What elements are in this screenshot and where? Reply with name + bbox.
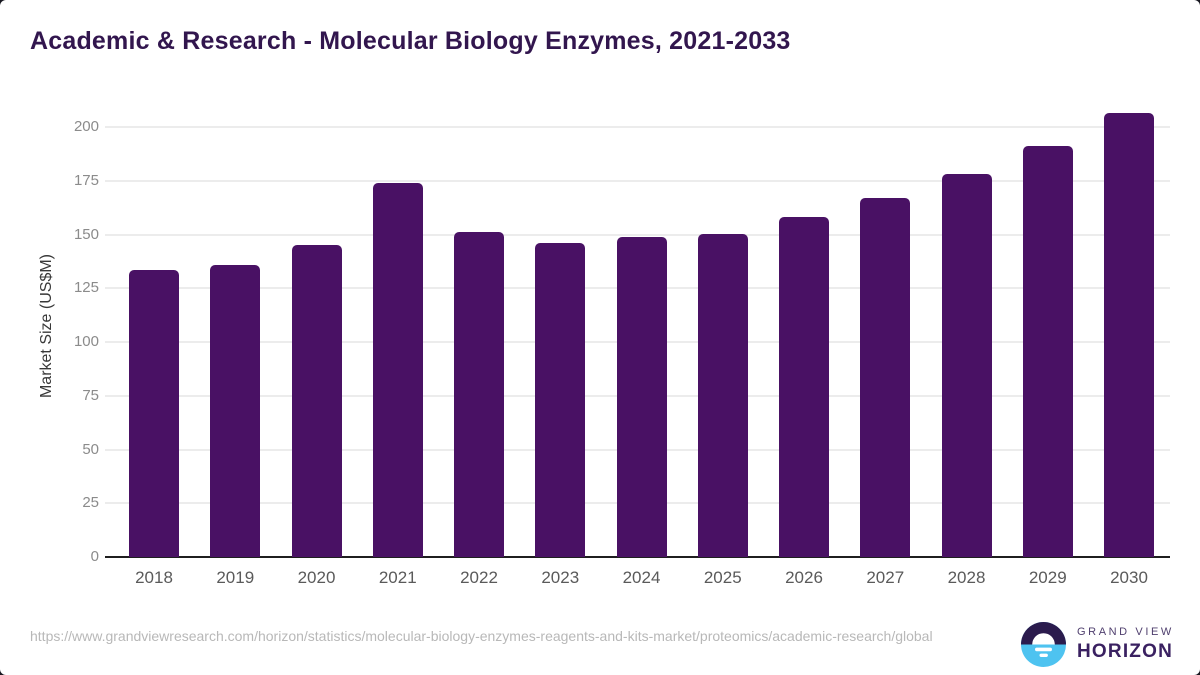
window-corner-notch: [1194, 669, 1200, 675]
bar-2019: [210, 264, 261, 557]
x-tick-label-2021: 2021: [378, 568, 417, 587]
x-tick-label-2024: 2024: [622, 568, 661, 587]
y-tick-label-50: 50: [82, 440, 99, 458]
bar-2029: [1022, 145, 1073, 557]
bar-2030: [1104, 113, 1154, 557]
y-axis-ticks: 0 25 50 75 100 125 150 175 200: [28, 95, 99, 565]
sunrise-horizon-icon: [1021, 622, 1066, 667]
window-corner-notch: [0, 669, 6, 675]
bar-2027: [860, 198, 911, 557]
x-axis-line: [105, 556, 1170, 558]
y-tick-label-150: 150: [73, 225, 99, 243]
bar-2021: [372, 182, 423, 557]
bar-2018: [129, 269, 179, 557]
x-axis-ticks: 2018 2019 2020 2021 2022 2023 2024 2025 2026 2027…: [105, 568, 1170, 592]
y-tick-label-175: 175: [73, 171, 99, 189]
y-tick-label-200: 200: [73, 118, 99, 136]
x-tick-label-2023: 2023: [541, 568, 580, 587]
x-tick-label-2022: 2022: [460, 568, 498, 587]
grandview-horizon-logo: GRAND VIEW HORIZON: [1021, 622, 1174, 667]
bar-2020: [291, 245, 342, 557]
y-tick-label-125: 125: [73, 279, 99, 297]
gridline-175: [105, 179, 1170, 182]
bar-2023: [535, 243, 586, 557]
window-corner-notch: [0, 0, 6, 6]
bar-2025: [697, 234, 748, 557]
x-tick-label-2020: 2020: [297, 568, 336, 587]
x-tick-label-2030: 2030: [1110, 568, 1148, 587]
x-tick-label-2018: 2018: [135, 568, 173, 587]
logo-text-horizon: HORIZON: [1077, 641, 1174, 662]
bar-2022: [454, 231, 504, 557]
chart-title: Academic & Research - Molecular Biology …: [30, 27, 791, 55]
x-tick-label-2027: 2027: [866, 568, 905, 587]
window-corner-notch: [1194, 0, 1200, 6]
bar-2026: [779, 217, 829, 557]
y-tick-label-75: 75: [82, 386, 99, 404]
bar-2028: [941, 173, 992, 557]
source-url: https://www.grandviewresearch.com/horizo…: [30, 628, 933, 644]
bar-2024: [616, 237, 667, 557]
logo-text-grand-view: GRAND VIEW: [1077, 626, 1174, 638]
y-tick-label-25: 25: [82, 494, 99, 512]
x-tick-label-2026: 2026: [785, 568, 823, 587]
x-tick-label-2029: 2029: [1028, 568, 1067, 587]
y-tick-label-0: 0: [90, 548, 99, 565]
gridline-200: [105, 126, 1170, 129]
x-tick-label-2019: 2019: [216, 568, 255, 587]
x-tick-label-2028: 2028: [947, 568, 986, 587]
gridline-150: [105, 233, 1170, 236]
x-tick-label-2025: 2025: [703, 568, 742, 587]
logo-text: GRAND VIEW HORIZON: [1077, 626, 1174, 663]
plot-area: [105, 95, 1170, 558]
y-tick-label-100: 100: [73, 333, 99, 351]
